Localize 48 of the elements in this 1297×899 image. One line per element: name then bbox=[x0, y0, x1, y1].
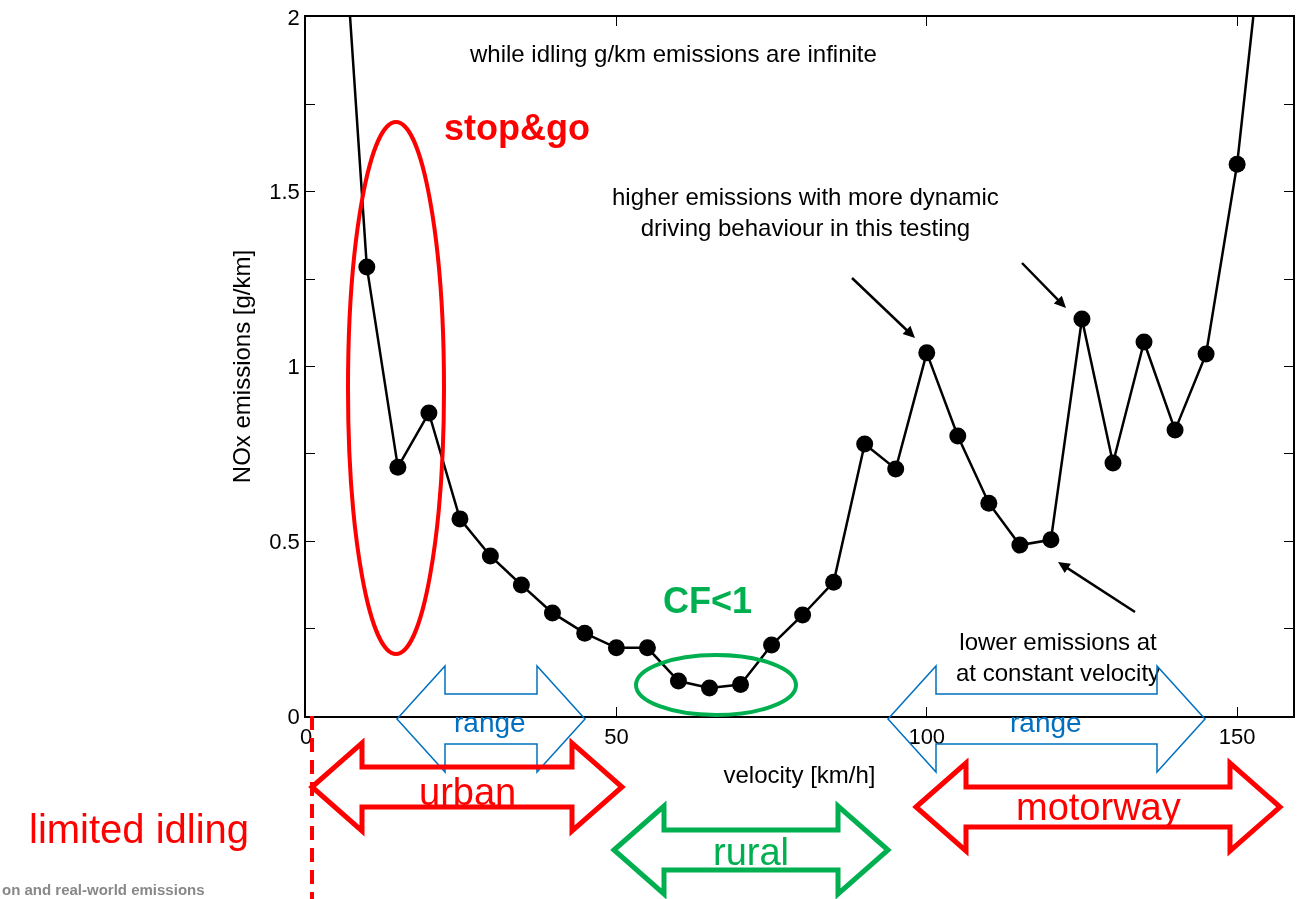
annotation: CF<1 bbox=[663, 580, 753, 621]
text: motorway bbox=[1016, 786, 1181, 828]
point bbox=[732, 676, 750, 694]
annotation: stop&go bbox=[444, 107, 590, 148]
point bbox=[825, 573, 843, 591]
point bbox=[607, 639, 625, 657]
point bbox=[389, 458, 407, 476]
text: urban bbox=[419, 771, 517, 813]
point bbox=[512, 576, 530, 594]
x-tick-label: 100 bbox=[908, 724, 946, 750]
point bbox=[576, 624, 594, 642]
point bbox=[543, 604, 561, 622]
point bbox=[1104, 454, 1122, 472]
point bbox=[669, 672, 687, 690]
point bbox=[918, 344, 936, 362]
point bbox=[451, 510, 469, 528]
point bbox=[701, 679, 718, 697]
y-axis-title: NOx emissions [g/km] bbox=[227, 249, 255, 484]
annotation: higher emissions with more dynamic driving behaviour in this testing bbox=[612, 183, 999, 242]
point bbox=[763, 636, 781, 654]
point bbox=[1073, 310, 1091, 328]
point bbox=[856, 435, 874, 453]
point bbox=[794, 606, 812, 624]
point bbox=[980, 494, 998, 512]
x-axis-title: velocity [km/h] bbox=[723, 760, 876, 788]
x-tick-label: 50 bbox=[604, 724, 629, 750]
y-tick-label: 0 bbox=[287, 703, 300, 729]
y-tick-label: 1.5 bbox=[269, 179, 300, 205]
text: rural bbox=[713, 831, 790, 873]
y-tick-label: 2 bbox=[287, 4, 300, 30]
point bbox=[1166, 421, 1184, 439]
point bbox=[481, 547, 499, 565]
point bbox=[638, 639, 656, 657]
point bbox=[1042, 531, 1060, 549]
annotation: while idling g/km emissions are infinite bbox=[469, 40, 877, 67]
point bbox=[1011, 536, 1029, 554]
x-tick-label: 150 bbox=[1218, 724, 1256, 750]
point bbox=[887, 460, 905, 478]
point bbox=[1135, 333, 1153, 351]
point bbox=[1228, 155, 1246, 173]
point bbox=[1197, 345, 1215, 363]
text: on and real-world emissions bbox=[2, 881, 205, 898]
y-tick-label: 0.5 bbox=[269, 528, 300, 554]
point bbox=[358, 258, 376, 276]
y-tick-label: 1 bbox=[287, 354, 300, 380]
text: limited idling bbox=[29, 807, 250, 851]
point bbox=[420, 404, 438, 422]
point bbox=[949, 427, 967, 445]
